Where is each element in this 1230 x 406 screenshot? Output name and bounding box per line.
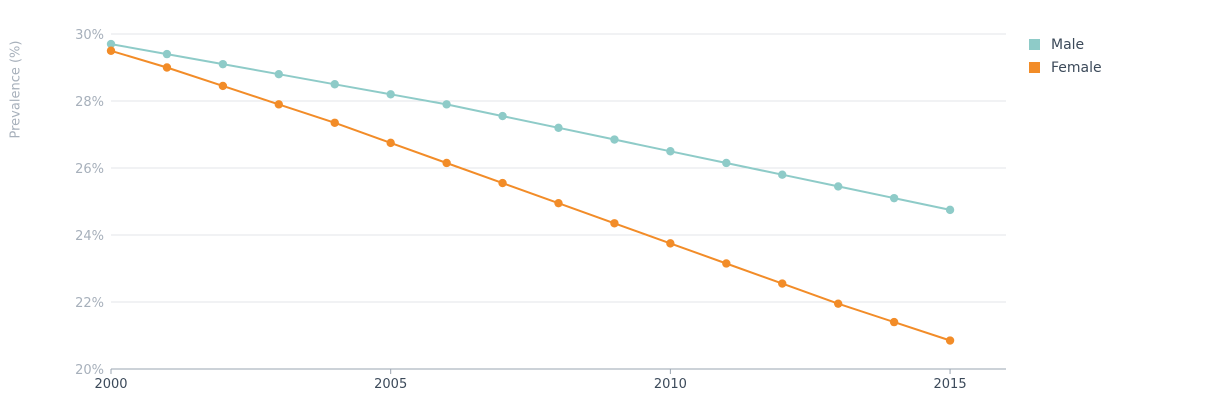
data-point-female	[722, 259, 731, 268]
data-point-female	[554, 198, 563, 208]
data-point-male	[554, 123, 563, 132]
legend-swatch	[1029, 39, 1040, 50]
legend-label: Female	[1051, 59, 1102, 76]
data-point-female	[218, 81, 228, 91]
data-point-male	[945, 205, 955, 215]
data-point-female	[274, 100, 284, 109]
data-point-male	[778, 170, 787, 179]
legend-item-female[interactable]: Female	[1029, 56, 1102, 79]
chart-legend: Male Female	[1029, 33, 1102, 79]
data-point-male	[722, 158, 731, 168]
y-tick-label: 24%	[75, 229, 104, 244]
data-point-female	[666, 239, 675, 248]
data-point-male	[106, 39, 116, 49]
data-point-female	[106, 46, 116, 55]
data-point-male	[330, 80, 339, 89]
x-tick-label: 2015	[934, 377, 967, 392]
data-point-female	[386, 138, 395, 148]
x-tick-label: 2010	[654, 377, 687, 392]
data-point-female	[610, 219, 619, 228]
y-tick-label: 28%	[75, 95, 104, 110]
data-point-male	[498, 111, 507, 121]
data-point-male	[610, 135, 619, 144]
y-tick-label: 26%	[75, 162, 104, 177]
data-point-female	[162, 63, 172, 72]
data-point-male	[889, 193, 899, 203]
data-point-male	[666, 147, 675, 156]
data-point-female	[442, 158, 451, 168]
y-tick-label: 22%	[75, 296, 104, 311]
data-point-male	[274, 70, 284, 79]
y-axis-label: Prevalence (%)	[8, 40, 24, 139]
data-point-female	[778, 279, 787, 288]
y-tick-label: 30%	[75, 28, 104, 43]
series-line-male	[110, 43, 951, 211]
data-point-male	[162, 49, 172, 59]
series-line-female	[110, 49, 951, 342]
y-tick-label: 20%	[75, 363, 104, 378]
data-point-male	[442, 100, 451, 109]
x-tick-label: 2000	[94, 377, 127, 392]
data-point-male	[833, 182, 843, 191]
data-point-female	[498, 178, 507, 188]
data-point-female	[945, 336, 955, 345]
data-point-male	[386, 90, 395, 99]
x-tick-label: 2005	[374, 377, 407, 392]
legend-item-male[interactable]: Male	[1029, 33, 1102, 56]
data-point-female	[833, 299, 843, 308]
data-point-female	[330, 118, 339, 127]
legend-swatch	[1029, 62, 1040, 73]
legend-label: Male	[1051, 36, 1085, 53]
data-point-male	[218, 59, 228, 69]
data-point-female	[889, 317, 899, 327]
